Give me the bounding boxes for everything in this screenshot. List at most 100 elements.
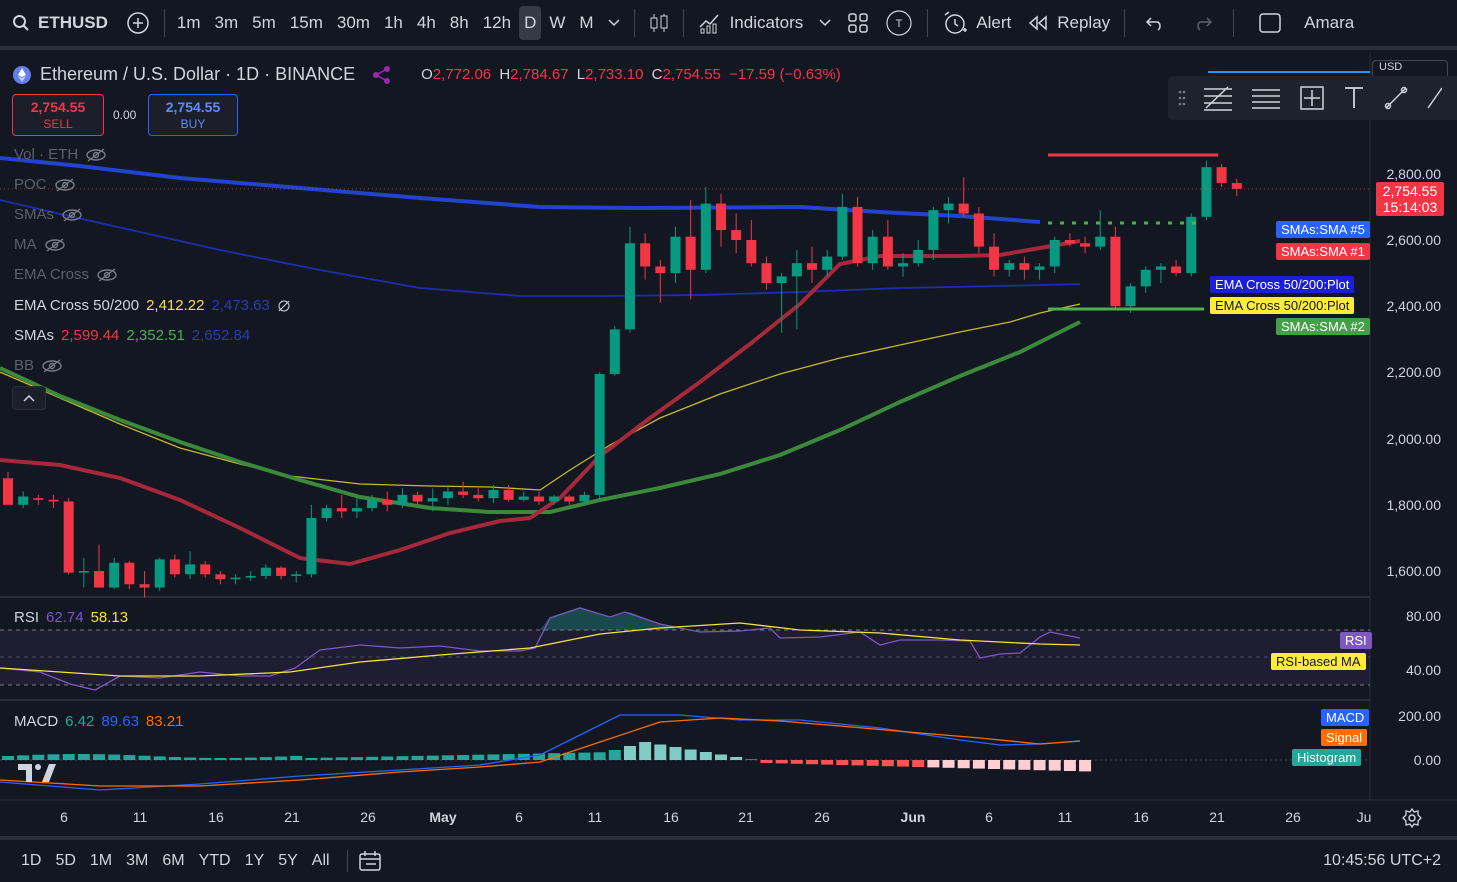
- range-5d[interactable]: 5D: [55, 852, 76, 869]
- range-all[interactable]: All: [311, 852, 330, 869]
- timeframe-4h[interactable]: 4h: [416, 13, 436, 32]
- macd-hist-bar: [108, 754, 121, 760]
- timeframe-W[interactable]: W: [549, 13, 566, 32]
- timeframe-3m[interactable]: 3m: [214, 13, 239, 32]
- indicator-row-smas-hidden[interactable]: SMAs: [14, 206, 83, 223]
- candle-body: [1140, 269, 1151, 287]
- candle-body: [655, 266, 666, 274]
- user-menu[interactable]: Amara: [1300, 6, 1354, 40]
- tradingview-logo-icon[interactable]: [18, 762, 56, 784]
- indicator-row-ema-cross[interactable]: EMA Cross: [14, 266, 118, 283]
- change-value: −17.59 (−0.63%): [729, 66, 841, 83]
- macd-hist-bar: [563, 752, 576, 760]
- range-ytd[interactable]: YTD: [198, 852, 231, 869]
- undo-button[interactable]: [1131, 6, 1179, 40]
- redo-button[interactable]: [1179, 6, 1227, 40]
- macd-hist-bar: [654, 744, 667, 760]
- price-chart[interactable]: [0, 54, 1457, 834]
- candle-body: [928, 210, 939, 250]
- macd-hist-bar: [578, 752, 591, 760]
- timeframe-15m[interactable]: 15m: [289, 13, 323, 32]
- fib-retracement-icon[interactable]: [1202, 84, 1234, 112]
- timeframe-30m[interactable]: 30m: [336, 13, 370, 32]
- timeframe-1m[interactable]: 1m: [176, 13, 201, 32]
- chart-type-button[interactable]: [641, 6, 677, 40]
- clock[interactable]: 10:45:56 UTC+2: [1323, 852, 1441, 869]
- timeframe-12h[interactable]: 12h: [482, 13, 512, 32]
- currency-selector[interactable]: USD: [1372, 60, 1448, 78]
- trend-line-icon[interactable]: [1382, 84, 1410, 112]
- rsi-axis-label: 40.00: [1405, 662, 1441, 678]
- timeframe-M[interactable]: M: [579, 13, 594, 32]
- indicator-row-ma[interactable]: MA: [14, 236, 66, 253]
- range-1d[interactable]: 1D: [21, 852, 42, 869]
- timeframe-8h[interactable]: 8h: [449, 13, 469, 32]
- macd-hist-bar: [199, 757, 212, 760]
- indicators-dropdown[interactable]: [811, 6, 839, 40]
- eye-hidden-icon[interactable]: [96, 267, 118, 283]
- timeframe-group: 1m 3m 5m 15m 30m 1h 4h 8h 12h D W M: [171, 6, 600, 40]
- indicator-row-bb[interactable]: BB: [14, 357, 63, 374]
- timeframe-5m[interactable]: 5m: [252, 13, 276, 32]
- rsi-legend[interactable]: RSI 62.74 58.13: [14, 609, 129, 626]
- eye-hidden-icon[interactable]: [85, 147, 107, 163]
- candle-body: [1110, 236, 1121, 307]
- candle-body: [442, 491, 453, 499]
- macd-hist-bar: [350, 757, 363, 760]
- macd-hist-bar: [927, 760, 940, 768]
- templates-button[interactable]: T: [877, 6, 921, 40]
- chart-area[interactable]: [0, 54, 1457, 834]
- fullscreen-button[interactable]: [1240, 6, 1300, 40]
- eye-hidden-icon[interactable]: [44, 237, 66, 253]
- timeframe-D[interactable]: D: [519, 6, 542, 40]
- time-label: 11: [132, 809, 148, 825]
- indicators-button[interactable]: Indicators: [690, 6, 812, 40]
- text-tool-icon[interactable]: [1342, 84, 1366, 112]
- macd-legend[interactable]: MACD 6.42 89.63 83.21: [14, 713, 184, 730]
- candle-body: [78, 571, 89, 573]
- collapse-legend-button[interactable]: [12, 386, 46, 410]
- candle-body: [200, 564, 211, 575]
- chain-link-icon[interactable]: [371, 65, 393, 85]
- layouts-button[interactable]: [839, 6, 877, 40]
- pencil-icon[interactable]: [1426, 84, 1442, 112]
- buy-button[interactable]: 2,754.55 BUY: [148, 94, 238, 136]
- replay-button[interactable]: Replay: [1019, 6, 1118, 40]
- drag-handle-icon[interactable]: [1178, 89, 1186, 107]
- measure-box-icon[interactable]: [1298, 84, 1326, 112]
- eye-hidden-icon[interactable]: [41, 358, 63, 374]
- eye-hidden-icon[interactable]: [61, 207, 83, 223]
- indicator-row-poc[interactable]: POC: [14, 176, 76, 193]
- alert-button[interactable]: Alert: [934, 6, 1019, 40]
- macd-hist-bar: [866, 760, 879, 766]
- macd-line: [0, 714, 1081, 791]
- symbol-search[interactable]: ETHUSD: [0, 6, 118, 40]
- sell-button[interactable]: 2,754.55 SELL: [12, 94, 104, 136]
- divider: [346, 850, 348, 872]
- eye-hidden-icon[interactable]: [54, 177, 76, 193]
- buy-label: BUY: [180, 117, 206, 131]
- parallel-channel-icon[interactable]: [1250, 84, 1282, 112]
- macd-hist-bar: [93, 754, 106, 760]
- settings-gear-icon[interactable]: [1402, 808, 1422, 828]
- indicator-row-smas[interactable]: SMAs 2,599.44 2,352.51 2,652.84: [14, 327, 251, 344]
- range-6m[interactable]: 6M: [162, 852, 185, 869]
- range-1m[interactable]: 1M: [89, 852, 113, 869]
- timeframe-dropdown[interactable]: [600, 6, 628, 40]
- time-label: 11: [1057, 809, 1073, 825]
- user-name: Amara: [1304, 13, 1355, 32]
- indicator-row-ema-cross-50-200[interactable]: EMA Cross 50/200 2,412.22 2,473.63: [14, 297, 291, 314]
- range-3m[interactable]: 3M: [126, 852, 149, 869]
- timeframe-1h[interactable]: 1h: [383, 13, 403, 32]
- candle-body: [1064, 240, 1075, 244]
- calendar-range-icon[interactable]: [358, 850, 384, 872]
- range-5y[interactable]: 5Y: [278, 852, 298, 869]
- compare-symbol-button[interactable]: [118, 6, 158, 40]
- macd-hist-bar: [411, 755, 424, 760]
- indicator-row-vol[interactable]: Vol · ETH: [14, 146, 107, 163]
- candle-body: [488, 489, 499, 499]
- ema-slow-value: 2,473.63: [211, 297, 270, 314]
- macd-hist-bar: [957, 760, 970, 769]
- range-1y[interactable]: 1Y: [244, 852, 265, 869]
- data-window-icon: [278, 300, 290, 311]
